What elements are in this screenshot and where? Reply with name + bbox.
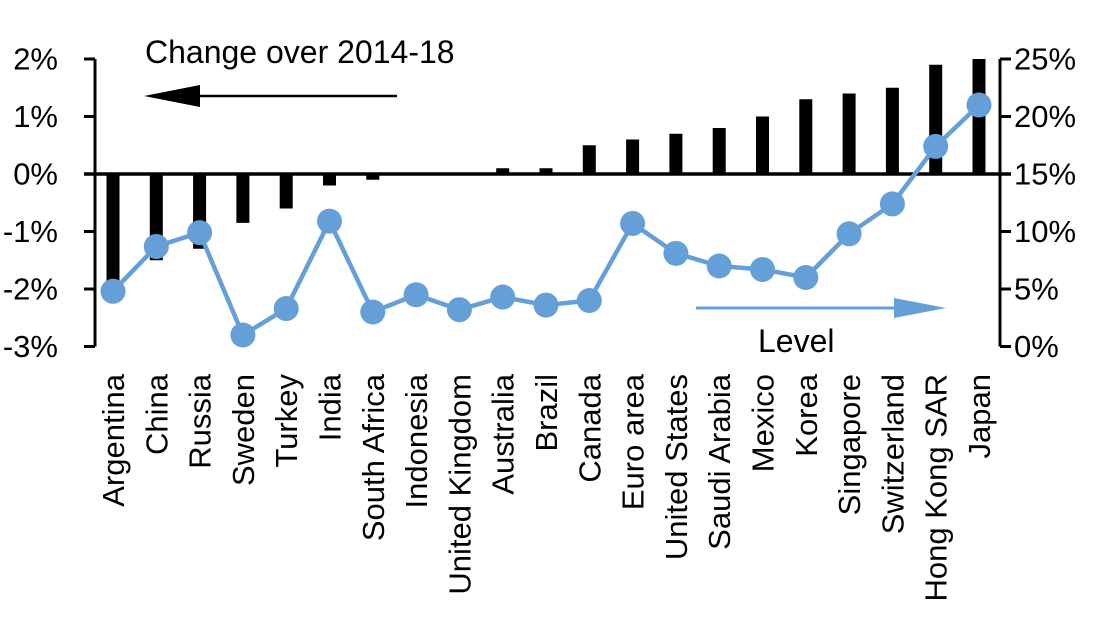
level-marker-canada [576, 288, 602, 313]
bar-korea [799, 99, 813, 174]
level-marker-japan [966, 92, 992, 118]
level-marker-korea [793, 265, 819, 290]
bar-singapore [842, 93, 856, 174]
right-axis-tick-label: 25% [1014, 42, 1076, 77]
x-label-south-africa: South Africa [356, 373, 391, 541]
level-marker-hong-kong-sar [923, 133, 949, 159]
x-label-switzerland: Switzerland [875, 374, 910, 534]
level-marker-sweden [230, 322, 256, 348]
right-axis-tick-label: 5% [1014, 272, 1059, 307]
x-label-canada: Canada [572, 373, 607, 482]
level-marker-south-africa [360, 299, 386, 325]
line-series-label: Level [758, 323, 835, 359]
x-label-indonesia: Indonesia [399, 373, 434, 508]
left-arrow-icon [144, 85, 200, 107]
bar-australia [496, 168, 510, 174]
bar-turkey [279, 174, 293, 209]
x-label-korea: Korea [789, 373, 824, 456]
bar-euro-area [626, 139, 640, 174]
level-marker-russia [187, 220, 213, 246]
right-axis-tick-label: 10% [1014, 214, 1076, 249]
bar-switzerland [885, 87, 899, 174]
bar-canada [582, 145, 596, 174]
x-label-japan: Japan [962, 374, 997, 458]
x-label-singapore: Singapore [832, 374, 867, 515]
level-marker-china [143, 233, 169, 259]
bar-south-africa [366, 174, 380, 180]
x-label-argentina: Argentina [96, 373, 131, 506]
x-label-india: India [313, 373, 348, 441]
right-axis-tick-label: 0% [1014, 329, 1059, 364]
x-label-saudi-arabia: Saudi Arabia [702, 373, 737, 550]
bar-united-states [669, 133, 683, 174]
x-label-mexico: Mexico [746, 374, 781, 472]
x-label-australia: Australia [486, 373, 521, 494]
x-label-china: China [139, 373, 174, 455]
level-marker-india [317, 208, 342, 234]
level-marker-united-states [663, 240, 689, 266]
x-label-turkey: Turkey [269, 374, 304, 468]
left-axis-tick-label: 1% [13, 99, 58, 134]
left-axis-tick-label: -3% [3, 329, 58, 364]
bar-brazil [539, 168, 553, 174]
bar-argentina [106, 174, 120, 284]
bar-series-label: Change over 2014-18 [145, 34, 455, 70]
level-marker-singapore [836, 221, 862, 247]
level-marker-euro-area [620, 210, 646, 236]
level-marker-switzerland [879, 191, 905, 217]
level-marker-united-kingdom [446, 297, 472, 323]
x-label-euro-area: Euro area [616, 373, 651, 510]
bar-sweden [236, 174, 250, 223]
bar-india [323, 174, 336, 186]
x-label-russia: Russia [183, 373, 218, 469]
bar-saudi-arabia [712, 128, 726, 174]
x-label-hong-kong-sar: Hong Kong SAR [919, 374, 954, 601]
level-marker-argentina [100, 278, 126, 304]
left-axis-tick-label: -1% [3, 214, 58, 249]
x-label-united-kingdom: United Kingdom [442, 374, 477, 595]
level-marker-australia [490, 284, 516, 310]
level-marker-mexico [750, 256, 775, 282]
left-axis-tick-label: 2% [13, 42, 58, 77]
right-arrow-icon [894, 298, 946, 318]
level-marker-turkey [273, 296, 299, 322]
bar-mexico [756, 116, 769, 174]
level-marker-saudi-arabia [706, 253, 732, 279]
left-axis-tick-label: 0% [13, 157, 58, 192]
right-axis-tick-label: 15% [1014, 157, 1076, 192]
left-axis-tick-label: -2% [3, 272, 58, 307]
x-label-sweden: Sweden [226, 374, 261, 486]
level-marker-indonesia [403, 282, 429, 308]
x-label-brazil: Brazil [529, 374, 564, 452]
right-axis-tick-label: 20% [1014, 99, 1076, 134]
level-marker-brazil [533, 292, 559, 318]
x-label-united-states: United States [659, 374, 694, 560]
